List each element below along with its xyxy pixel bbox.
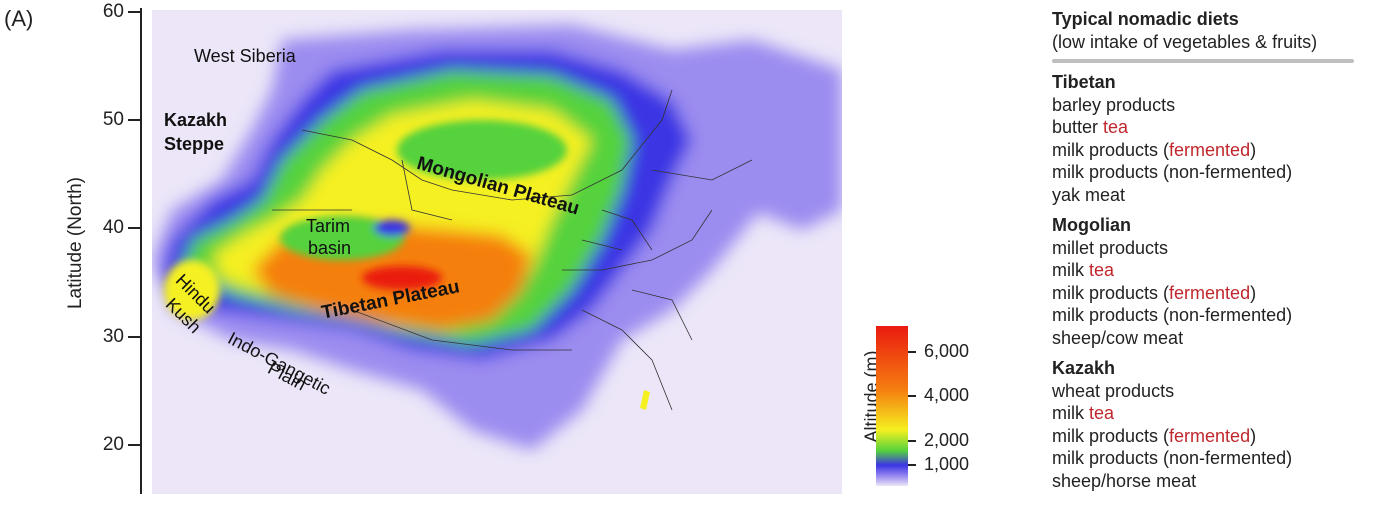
taiwan-island	[640, 390, 650, 410]
diet-item: milk products (fermented)	[1052, 282, 1257, 303]
diet-item: yak meat	[1052, 184, 1126, 205]
diet-group-mongolian: Mogolian millet products milk tea milk p…	[1052, 214, 1382, 349]
diet-item: milk products (non-fermented)	[1052, 448, 1293, 468]
group-name: Kazakh	[1052, 358, 1116, 378]
diet-legend: Typical nomadic diets (low intake of veg…	[1052, 8, 1382, 500]
diet-item: sheep/cow meat	[1052, 327, 1184, 348]
legend-subtitle: (low intake of vegetables & fruits)	[1052, 31, 1318, 52]
y-tick-label: 40	[102, 217, 124, 238]
y-tick-label: 50	[102, 109, 124, 130]
label-west-siberia: West Siberia	[194, 46, 296, 66]
y-tick	[128, 11, 140, 13]
group-name: Mogolian	[1052, 215, 1131, 235]
diet-group-kazakh: Kazakh wheat products milk tea milk prod…	[1052, 357, 1382, 492]
elevation-map-svg	[152, 10, 842, 494]
y-tick	[128, 336, 140, 338]
y-tick-label: 60	[102, 1, 124, 22]
colorbar-tick	[908, 351, 916, 353]
elevation-map: West Siberia Kazakh Steppe Mongolian Pla…	[152, 10, 842, 494]
diet-item: sheep/horse meat	[1052, 470, 1197, 491]
colorbar-tick	[908, 395, 916, 397]
y-tick	[128, 119, 140, 121]
y-tick-label: 30	[102, 326, 124, 347]
y-tick-label: 20	[102, 434, 124, 455]
legend-title: Typical nomadic diets	[1052, 9, 1239, 29]
legend-divider	[1052, 59, 1354, 63]
colorbar-label: 1,000	[924, 454, 970, 474]
diet-item: milk products (non-fermented)	[1052, 162, 1293, 182]
diet-item: barley products	[1052, 94, 1176, 115]
diet-group-tibetan: Tibetan barley products butter tea milk …	[1052, 71, 1382, 206]
colorbar-tick	[908, 440, 916, 442]
hindu-kush-highland	[164, 260, 220, 320]
group-name: Tibetan	[1052, 72, 1116, 92]
tarim-basin-lowland	[280, 216, 404, 260]
label-tarim-line2: basin	[308, 238, 352, 258]
colorbar-tick	[908, 464, 916, 466]
diet-item: butter tea	[1052, 117, 1129, 137]
diet-item: milk products (non-fermented)	[1052, 305, 1293, 325]
altitude-colorbar	[876, 326, 908, 486]
colorbar-label: 4,000	[924, 385, 970, 405]
tarim-basin-lake	[374, 220, 410, 236]
mongolian-plateau-core	[397, 120, 567, 180]
label-kazakh-steppe-line1: Kazakh	[164, 110, 228, 130]
diet-item: milk products (fermented)	[1052, 425, 1257, 446]
country-borders	[272, 89, 753, 411]
y-tick	[128, 444, 140, 446]
label-kazakh-steppe-line2: Steppe	[164, 134, 225, 154]
y-axis-label: Latitude (North)	[65, 177, 86, 310]
high-peaks	[362, 266, 442, 290]
diet-item: milk tea	[1052, 403, 1115, 423]
diet-item: milk tea	[1052, 260, 1115, 280]
low-hills-region	[692, 90, 842, 230]
colorbar-label: 6,000	[924, 341, 970, 361]
diet-item: milk products (fermented)	[1052, 139, 1257, 160]
diet-item: wheat products	[1052, 380, 1175, 401]
y-axis-line	[140, 8, 142, 494]
diet-item: millet products	[1052, 237, 1169, 258]
panel-label: (A)	[4, 6, 34, 31]
y-tick	[128, 227, 140, 229]
label-tarim-line1: Tarim	[306, 216, 350, 236]
colorbar-label: 2,000	[924, 430, 970, 450]
